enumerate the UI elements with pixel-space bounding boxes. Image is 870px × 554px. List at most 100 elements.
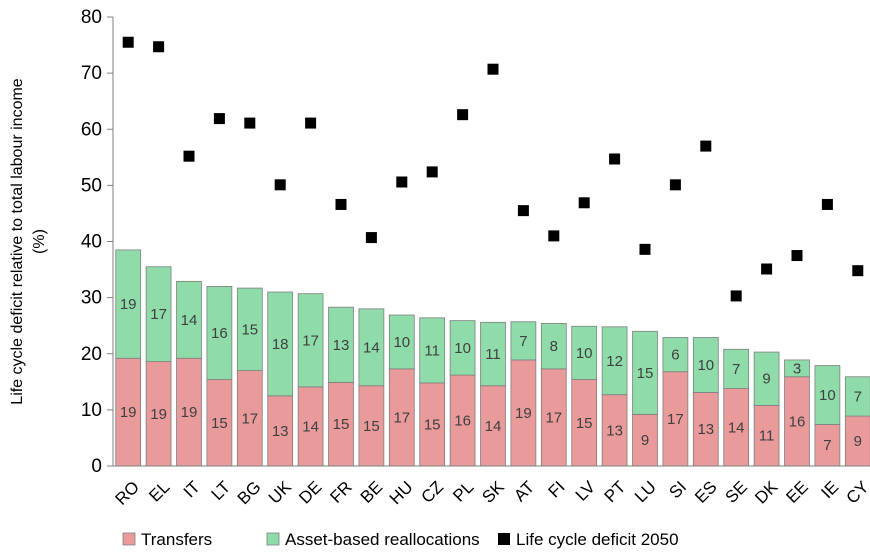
y-tick-label: 80 [81,7,102,28]
marker-life-cycle-deficit-2050 [578,197,590,209]
bar-transfers [814,424,841,467]
bar-asset-based [510,321,537,361]
bar-data-label: 10 [819,387,836,404]
marker-life-cycle-deficit-2050 [821,198,833,210]
x-axis: RO EL IT LT BG UK DE FR BE HU CZ PL SK AT FI LV PT LU SI ES… [112,465,870,509]
y-tick-label: 50 [81,175,102,196]
bar-asset-based [419,317,446,384]
bar-data-label: 18 [272,336,289,353]
bar-data-label: 17 [150,306,167,323]
marker-life-cycle-deficit-2050 [122,36,134,48]
marker-life-cycle-deficit-2050 [244,117,256,129]
bar-asset-based [784,359,810,378]
marker-life-cycle-deficit-2050 [457,109,469,121]
bar-data-label: 17 [667,411,684,428]
bar-asset-based [267,291,294,397]
x-tick-label: SK [478,477,508,507]
x-tick-label: PT [601,477,630,506]
x-tick-label: FR [326,477,355,506]
marker-life-cycle-deficit-2050 [761,263,773,275]
bar-data-label: 14 [485,418,502,435]
y-tick-label: 60 [81,119,102,140]
y-axis-title-line: (%) [31,229,48,254]
bar-data-label: 9 [762,371,770,388]
bar-asset-based [662,337,689,373]
bar-transfers [510,359,537,467]
y-tick-label: 10 [81,400,102,421]
legend-entry: Life cycle deficit 2050 [516,530,679,549]
x-tick-label: BG [234,477,265,508]
marker-life-cycle-deficit-2050 [669,179,681,191]
bar-data-label: 3 [793,360,801,377]
bar-data-label: 19 [150,406,167,423]
bar-asset-based [358,308,385,387]
y-axis-title-line: Life cycle deficit relative to total lab… [9,78,26,404]
bar-data-label: 11 [424,342,440,359]
bar-data-label: 15 [363,418,380,435]
y-tick-label: 0 [91,456,102,477]
bar-data-label: 7 [854,388,862,405]
legend-swatch [122,532,136,546]
bar-data-label: 19 [120,296,137,313]
legend-swatch [498,533,510,545]
bar-data-label: 14 [363,339,380,356]
marker-life-cycle-deficit-2050 [548,230,560,242]
y-axis-title: Life cycle deficit relative to total lab… [9,78,48,404]
bar-data-label: 7 [519,333,527,350]
bar-asset-based [571,325,598,380]
bar-data-label: 6 [671,347,679,364]
bar-asset-based [814,365,841,425]
bar-asset-based [297,293,324,388]
x-tick-label: ES [691,477,720,506]
bar-asset-based [328,306,354,383]
bar-data-label: 14 [728,419,745,436]
bar-data-label: 17 [545,409,562,426]
x-tick-label: LV [572,477,600,505]
y-tick-label: 70 [81,63,102,84]
bar-data-label: 15 [211,415,228,432]
bar-data-label: 17 [393,409,410,426]
marker-life-cycle-deficit-2050 [396,176,408,188]
bar-data-label: 15 [576,415,593,432]
legend: Transfers Asset-based reallocations Life c… [122,530,679,549]
x-tick-label: DE [295,477,325,507]
bar-data-label: 16 [454,413,471,430]
marker-life-cycle-deficit-2050 [183,150,195,162]
marker-life-cycle-deficit-2050 [609,153,621,165]
y-axis: 0 10 20 30 40 50 60 70 80 [81,7,114,477]
bar-data-label: 9 [641,432,649,449]
bar-data-label: 17 [241,410,258,427]
x-tick-label: EL [145,477,173,505]
x-tick-label: FI [545,477,569,501]
bar-asset-based [540,323,567,370]
bar-transfers [176,357,202,467]
x-tick-label: CZ [418,477,447,506]
bar-data-label: 9 [854,433,862,450]
x-tick-label: RO [112,477,143,508]
bar-data-label: 14 [302,418,319,435]
x-tick-label: LU [631,477,660,506]
bar-transfers [480,385,506,467]
x-tick-label: HU [386,477,417,508]
bar-transfers [297,386,324,467]
bar-data-label: 13 [697,421,714,438]
bar-data-label: 11 [485,346,501,363]
x-tick-label: IT [180,477,204,501]
marker-life-cycle-deficit-2050 [487,63,499,75]
y-tick-label: 30 [81,288,102,309]
bar-asset-based [601,326,628,396]
bar-data-label: 7 [732,361,740,378]
bar-transfers [692,392,719,467]
x-tick-label: SI [665,477,690,502]
bar-transfers [662,371,689,467]
marker-life-cycle-deficit-2050 [426,166,438,178]
marker-life-cycle-deficit-2050 [365,232,377,244]
bar-asset-based [632,330,658,415]
bar-data-label: 16 [211,325,228,342]
bar-data-label: 19 [515,405,532,422]
bar-asset-based [145,266,172,363]
legend-swatch [266,532,280,546]
bar-asset-based [480,321,506,387]
x-tick-label: CY [842,477,870,507]
